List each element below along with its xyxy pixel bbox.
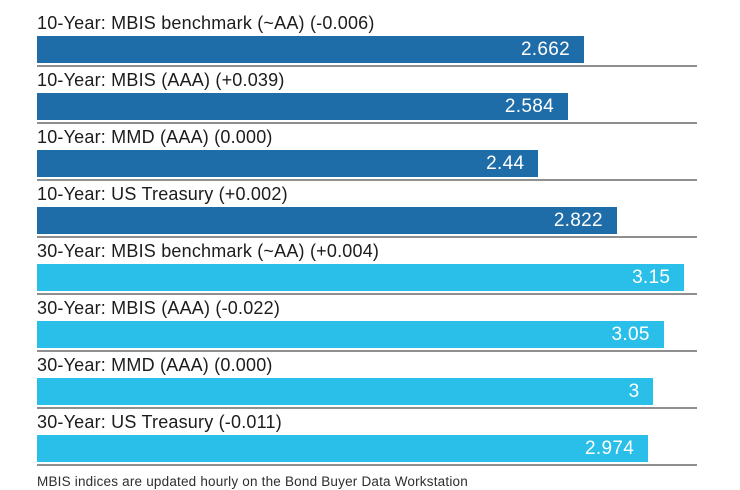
bar-track: 2.44 bbox=[37, 150, 697, 177]
bar-value-label: 3.15 bbox=[632, 266, 671, 288]
bar-track: 3.15 bbox=[37, 264, 697, 291]
chart-area: 10-Year: MBIS benchmark (~AA) (-0.006) 2… bbox=[37, 13, 697, 466]
bar-10yr-mmd: 2.44 bbox=[37, 150, 539, 177]
bar-track: 2.974 bbox=[37, 435, 697, 462]
bar-10yr-mbis-benchmark: 2.662 bbox=[37, 36, 584, 63]
bar-30yr-mbis-benchmark: 3.15 bbox=[37, 264, 685, 291]
bar-value-label: 2.974 bbox=[585, 437, 635, 459]
chart-row-10yr-mbis-benchmark: 10-Year: MBIS benchmark (~AA) (-0.006) 2… bbox=[37, 13, 697, 67]
chart-row-30yr-treasury: 30-Year: US Treasury (-0.011) 2.974 bbox=[37, 412, 697, 466]
chart-row-10yr-mbis-aaa: 10-Year: MBIS (AAA) (+0.039) 2.584 bbox=[37, 70, 697, 124]
bar-label: 10-Year: MBIS benchmark (~AA) (-0.006) bbox=[37, 13, 375, 33]
bar-label: 30-Year: MMD (AAA) (0.000) bbox=[37, 355, 273, 375]
bar-30yr-treasury: 2.974 bbox=[37, 435, 649, 462]
bar-30yr-mbis-aaa: 3.05 bbox=[37, 321, 664, 348]
bar-label: 10-Year: MMD (AAA) (0.000) bbox=[37, 127, 273, 147]
bar-value-label: 2.44 bbox=[486, 152, 525, 174]
chart-row-10yr-treasury: 10-Year: US Treasury (+0.002) 2.822 bbox=[37, 184, 697, 238]
chart-row-30yr-mbis-aaa: 30-Year: MBIS (AAA) (-0.022) 3.05 bbox=[37, 298, 697, 352]
bar-10yr-treasury: 2.822 bbox=[37, 207, 617, 234]
bar-value-label: 2.584 bbox=[504, 95, 554, 117]
bar-track: 2.822 bbox=[37, 207, 697, 234]
bar-value-label: 2.662 bbox=[520, 38, 570, 60]
bar-track: 3 bbox=[37, 378, 697, 405]
bar-30yr-mmd: 3 bbox=[37, 378, 654, 405]
chart-row-30yr-mmd: 30-Year: MMD (AAA) (0.000) 3 bbox=[37, 355, 697, 409]
bar-track: 2.584 bbox=[37, 93, 697, 120]
row-separator bbox=[37, 65, 697, 67]
bar-track: 3.05 bbox=[37, 321, 697, 348]
chart-row-30yr-mbis-benchmark: 30-Year: MBIS benchmark (~AA) (+0.004) 3… bbox=[37, 241, 697, 295]
footer-note: MBIS indices are updated hourly on the B… bbox=[37, 474, 468, 489]
row-separator bbox=[37, 464, 697, 466]
row-separator bbox=[37, 293, 697, 295]
bar-label: 10-Year: MBIS (AAA) (+0.039) bbox=[37, 70, 285, 90]
bar-value-label: 3.05 bbox=[611, 323, 650, 345]
bar-value-label: 2.822 bbox=[553, 209, 603, 231]
row-separator bbox=[37, 122, 697, 124]
bar-label: 30-Year: US Treasury (-0.011) bbox=[37, 412, 282, 432]
chart-row-10yr-mmd: 10-Year: MMD (AAA) (0.000) 2.44 bbox=[37, 127, 697, 181]
bar-track: 2.662 bbox=[37, 36, 697, 63]
row-separator bbox=[37, 407, 697, 409]
bar-label: 30-Year: MBIS (AAA) (-0.022) bbox=[37, 298, 281, 318]
bar-value-label: 3 bbox=[628, 380, 640, 402]
row-separator bbox=[37, 350, 697, 352]
bar-label: 30-Year: MBIS benchmark (~AA) (+0.004) bbox=[37, 241, 380, 261]
row-separator bbox=[37, 236, 697, 238]
bar-10yr-mbis-aaa: 2.584 bbox=[37, 93, 568, 120]
row-separator bbox=[37, 179, 697, 181]
bar-label: 10-Year: US Treasury (+0.002) bbox=[37, 184, 288, 204]
